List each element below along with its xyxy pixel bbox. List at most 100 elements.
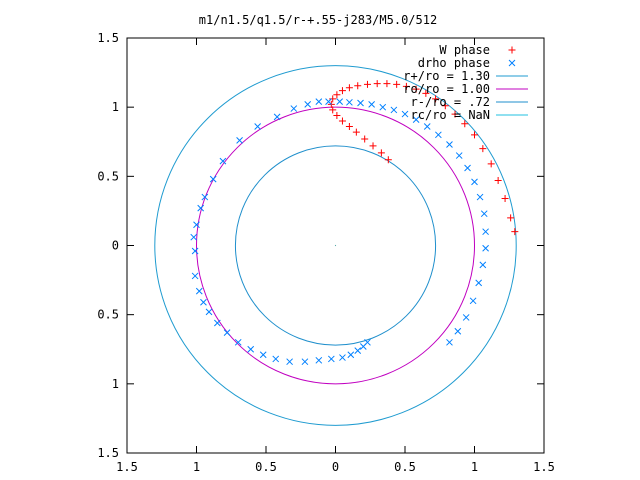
drho-phase-point xyxy=(191,247,199,255)
drho-phase-point xyxy=(304,101,312,108)
legend-label: rc/ro = NaN xyxy=(411,108,490,122)
drho-phase-point xyxy=(469,297,477,305)
drho-phase-point xyxy=(475,279,483,287)
drho-phase-point xyxy=(195,287,203,295)
w-phase-point xyxy=(487,160,495,168)
drho-phase-point xyxy=(476,193,484,201)
w-phase-point xyxy=(432,95,440,103)
x-tick-label: 0.5 xyxy=(255,460,277,474)
drho-phase-point xyxy=(464,164,471,172)
x-tick-label: 0 xyxy=(332,460,339,474)
w-phase-point xyxy=(507,214,515,222)
drho-phase-point xyxy=(346,98,353,106)
w-phase-point xyxy=(402,82,410,90)
x-tick-label: 1 xyxy=(193,460,200,474)
drho-phase-point xyxy=(209,175,217,183)
legend-marker-plus xyxy=(508,46,516,54)
w-phase-point xyxy=(471,131,478,139)
drho-phase-point xyxy=(327,355,335,363)
w-phase-point xyxy=(511,228,519,236)
w-phase-point xyxy=(373,80,381,88)
w-phase-point xyxy=(352,128,360,136)
drho-phase-point xyxy=(423,123,431,130)
w-phase-point xyxy=(363,80,371,88)
legend-label: ro/ro = 1.00 xyxy=(403,82,490,96)
drho-phase-point xyxy=(273,113,281,121)
y-tick-label: 1 xyxy=(112,100,119,114)
drho-phase-point xyxy=(435,131,442,139)
drho-phase-point xyxy=(325,98,332,105)
y-tick-label: 1.5 xyxy=(97,31,119,45)
drho-phase-point xyxy=(219,157,227,165)
w-phase-point xyxy=(393,80,401,88)
drho-phase-point xyxy=(354,347,362,354)
chart-title: m1/n1.5/q1.5/r-+.55-j283/M5.0/512 xyxy=(199,13,437,27)
drho-phase-point xyxy=(290,105,298,112)
circle-ro-ro xyxy=(196,106,475,385)
drho-phase-point xyxy=(254,123,262,130)
drho-phase-point xyxy=(454,327,462,335)
circle-r--ro xyxy=(154,65,517,426)
drho-phase-point xyxy=(482,228,489,236)
w-phase-point xyxy=(501,194,509,202)
x-tick-label: 1 xyxy=(471,460,478,474)
x-tick-label: 0.5 xyxy=(394,460,416,474)
y-tick-label: 0.5 xyxy=(97,169,119,183)
drho-phase-point xyxy=(471,178,478,186)
data-series xyxy=(190,80,519,366)
w-phase-point xyxy=(345,123,353,131)
drho-phase-point xyxy=(462,314,470,321)
drho-phase-point xyxy=(201,193,209,201)
x-tick-label: 1.5 xyxy=(533,460,555,474)
y-tick-label: 0.5 xyxy=(97,308,119,322)
drho-phase-point xyxy=(357,99,364,107)
drho-phase-point xyxy=(379,103,387,111)
drho-phase-point xyxy=(236,137,243,144)
drho-phase-point xyxy=(446,338,453,346)
legend-label: r-/ro = .72 xyxy=(411,95,490,109)
drho-phase-point xyxy=(234,338,242,346)
legend-label: drho phase xyxy=(418,56,490,70)
drho-phase-point xyxy=(336,98,344,105)
w-phase-point xyxy=(354,82,362,90)
w-phase-point xyxy=(361,135,369,143)
drho-phase-point xyxy=(480,210,488,218)
w-phase-point xyxy=(329,95,337,103)
legend-marker-x xyxy=(508,59,516,67)
axes: 1.5 1 0.5 0 0.5 1 1.51.510.500.511.5 xyxy=(97,31,555,474)
w-phase-point xyxy=(369,142,377,150)
drho-phase-point xyxy=(197,204,205,212)
w-phase-point xyxy=(479,145,487,153)
w-phase-point xyxy=(461,120,469,128)
series-drho-phase xyxy=(190,98,489,366)
w-phase-point xyxy=(383,80,391,88)
drho-phase-point xyxy=(368,101,375,108)
w-phase-point xyxy=(494,176,502,184)
drho-phase-point xyxy=(301,358,309,366)
x-tick-label: 1.5 xyxy=(116,460,138,474)
drho-phase-point xyxy=(193,221,200,229)
w-phase-point xyxy=(412,85,420,93)
drho-phase-point xyxy=(401,110,409,118)
drho-phase-point xyxy=(190,233,198,241)
drho-phase-point xyxy=(482,244,489,252)
w-phase-point xyxy=(422,89,430,97)
drho-phase-point xyxy=(364,338,371,346)
legend-label: r+/ro = 1.30 xyxy=(403,69,490,83)
drho-phase-point xyxy=(200,298,207,306)
drho-phase-point xyxy=(412,116,420,123)
drho-phase-point xyxy=(446,141,453,148)
origin-dot xyxy=(334,244,337,247)
drho-phase-point xyxy=(213,319,221,327)
w-phase-point xyxy=(377,149,385,157)
w-phase-point xyxy=(345,84,353,92)
drho-phase-point xyxy=(247,345,255,353)
w-phase-point xyxy=(333,91,341,99)
y-tick-label: 0 xyxy=(112,239,119,253)
drho-phase-point xyxy=(315,98,323,105)
w-phase-point xyxy=(329,106,337,114)
w-phase-point xyxy=(384,156,392,164)
w-phase-point xyxy=(451,110,459,118)
y-tick-label: 1.5 xyxy=(97,446,119,460)
